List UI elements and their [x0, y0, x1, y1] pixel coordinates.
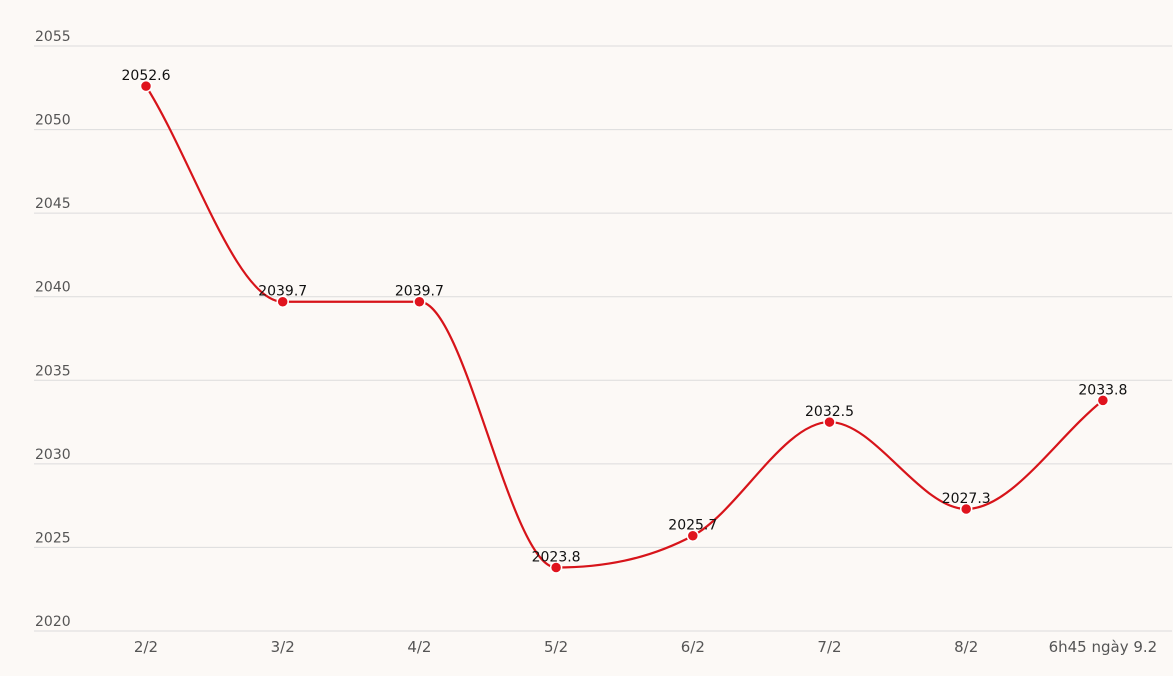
data-point [1096, 394, 1110, 407]
y-tick-label: 2020 [35, 614, 71, 630]
data-point [686, 529, 700, 542]
data-point [549, 561, 563, 574]
y-tick-label: 2050 [35, 113, 71, 129]
y-axis-ticks: 2020 2025 2030 2035 2040 2045 2050 2055 [35, 29, 71, 630]
data-point [413, 295, 426, 308]
y-tick-label: 2045 [35, 196, 71, 212]
data-point [823, 415, 836, 429]
data-label: 2039.7 [258, 284, 307, 300]
x-tick-label: 6/2 [681, 638, 705, 656]
data-label: 2033.8 [1078, 382, 1127, 398]
x-tick-label: 3/2 [271, 638, 295, 656]
y-tick-label: 2040 [35, 280, 71, 296]
data-label: 2039.7 [395, 284, 444, 300]
data-label: 2032.5 [805, 404, 854, 420]
data-labels: 2052.6 2039.7 2039.7 2023.8 2025.7 2032.5 2027… [122, 68, 1128, 565]
data-points [139, 79, 1110, 574]
y-tick-label: 2025 [35, 530, 71, 546]
data-label: 2023.8 [532, 549, 581, 565]
y-tick-label: 2030 [35, 447, 71, 463]
x-tick-label: 7/2 [817, 638, 841, 656]
data-label: 2025.7 [668, 518, 717, 534]
y-tick-label: 2055 [35, 29, 71, 45]
x-tick-label: 2/2 [134, 638, 158, 656]
x-tick-label: 4/2 [407, 638, 431, 656]
data-label: 2027.3 [942, 491, 991, 507]
x-tick-label: 8/2 [954, 638, 978, 656]
x-tick-label: 6h45 ngày 9.2 [1049, 638, 1158, 656]
y-tick-label: 2035 [35, 363, 71, 379]
x-axis-ticks: 2/2 3/2 4/2 5/2 6/2 7/2 8/2 6h45 ngày 9.2 [134, 638, 1157, 656]
gridlines [34, 45, 1172, 632]
data-label: 2052.6 [122, 68, 171, 84]
data-point [139, 79, 153, 93]
x-tick-label: 5/2 [544, 638, 568, 656]
data-point [959, 502, 973, 516]
data-point [276, 295, 289, 308]
